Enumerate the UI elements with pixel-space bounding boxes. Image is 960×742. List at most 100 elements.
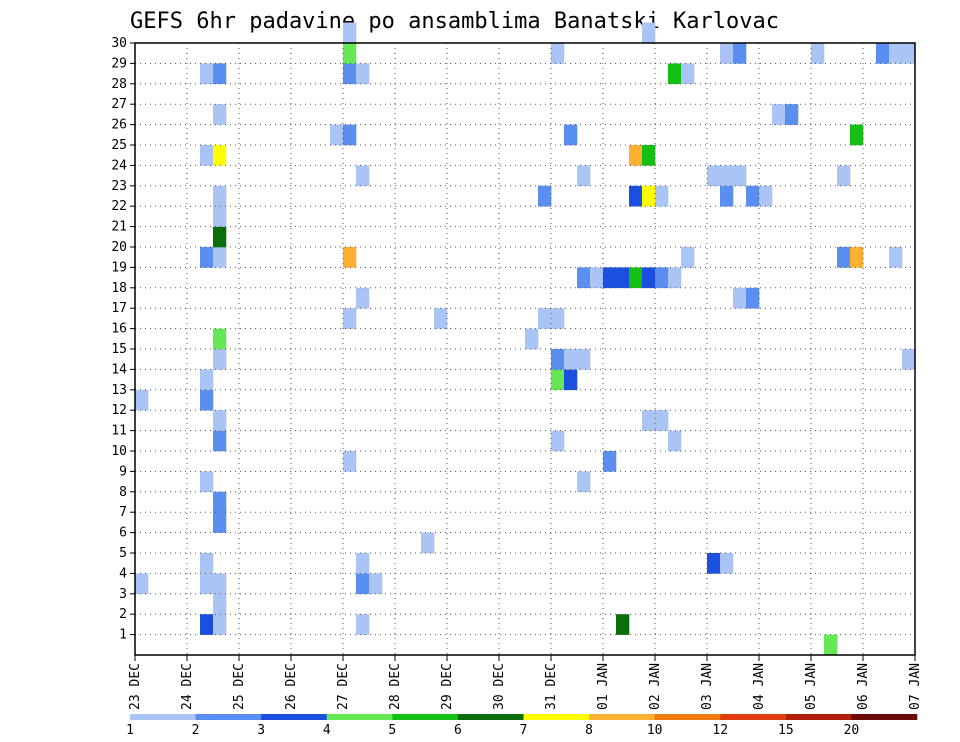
heatmap-cell (213, 185, 227, 207)
heatmap-cell (213, 512, 227, 533)
y-tick-label: 2 (119, 607, 127, 622)
heatmap-cell (668, 63, 682, 85)
heatmap-cell (200, 389, 214, 411)
heatmap-cell (837, 247, 851, 268)
heatmap-cell (551, 308, 565, 329)
heatmap-cell (577, 267, 591, 289)
colorbar: 1 2 3 4 5 6 7 8 10 12 15 20 (126, 714, 918, 738)
heatmap-cell (577, 165, 591, 187)
heatmap-cell (421, 532, 435, 554)
heatmap-cell (356, 165, 370, 187)
heatmap-cell (746, 287, 760, 309)
colorbar-label: 20 (844, 723, 860, 738)
heatmap-cell (213, 328, 227, 350)
heatmap-cell (655, 185, 669, 207)
heatmap-cell (356, 553, 370, 574)
y-tick-label: 16 (111, 322, 127, 337)
heatmap-cell (681, 63, 695, 85)
heatmap-cell (577, 349, 591, 370)
y-tick-label: 5 (119, 546, 127, 561)
heatmap-cell (785, 104, 799, 125)
heatmap-cell (213, 63, 227, 85)
y-tick-label: 18 (111, 281, 127, 296)
heatmap-cell (369, 573, 383, 595)
x-tick-label: 02 JAN (648, 663, 663, 710)
heatmap-cell (213, 491, 227, 513)
heatmap-cell (525, 328, 539, 350)
heatmap-cell (655, 267, 669, 289)
heatmap-cell (213, 410, 227, 431)
heatmap-cell (356, 614, 370, 635)
y-tick-label: 9 (119, 464, 127, 479)
y-tick-label: 26 (111, 118, 127, 133)
heatmap-cell (603, 451, 617, 472)
heatmap-cell (343, 63, 357, 85)
y-tick-label: 7 (119, 505, 127, 520)
heatmap-cell (616, 267, 630, 289)
x-tick-label: 03 JAN (700, 663, 715, 710)
y-tick-label: 27 (111, 97, 127, 112)
x-tick-label: 07 JAN (908, 663, 923, 710)
heatmap-cell (720, 553, 734, 574)
heatmap-cell (733, 287, 747, 309)
heatmap-cell (434, 308, 448, 329)
y-tick-label: 3 (119, 587, 127, 602)
colorbar-label: 3 (257, 723, 265, 738)
heatmap-cell (720, 43, 734, 64)
heatmap-cell (213, 206, 227, 227)
heatmap-cell (902, 349, 916, 370)
heatmap-cell (213, 593, 227, 615)
y-tick-label: 25 (111, 138, 127, 153)
colorbar-swatch (130, 714, 196, 720)
y-tick-label: 12 (111, 403, 127, 418)
heatmap-cell (642, 185, 656, 207)
colorbar-swatch (523, 714, 590, 720)
x-tick-label: 06 JAN (856, 663, 871, 710)
heatmap-cell (343, 124, 357, 146)
x-tick-label: 31 DEC (544, 663, 559, 710)
grid-lines (134, 42, 916, 655)
heatmap-cell (200, 614, 214, 635)
heatmap-cell (200, 247, 214, 268)
colorbar-swatch (785, 714, 852, 720)
chart-title: GEFS 6hr padavine po ansamblima Banatski… (130, 9, 779, 34)
y-tick-label: 20 (111, 240, 127, 255)
x-tick-label: 29 DEC (440, 663, 455, 710)
colorbar-label: 10 (647, 723, 663, 738)
heatmap-cell (200, 573, 214, 595)
colorbar-swatch (392, 714, 459, 720)
heatmap-cell (824, 634, 838, 656)
x-tick-label: 01 JAN (596, 663, 611, 710)
heatmap-cell (902, 43, 916, 64)
y-tick-label: 8 (119, 485, 127, 500)
heatmap-cell (213, 614, 227, 635)
heatmap-cell (850, 247, 864, 268)
y-tick-label: 17 (111, 301, 127, 316)
heatmap-cell (213, 430, 227, 452)
x-axis: 23 DEC 24 DEC 25 DEC 26 DEC 27 DEC 28 DEC 29 D… (128, 655, 923, 710)
colorbar-swatch (195, 714, 262, 720)
heatmap-cell (551, 43, 565, 64)
y-tick-label: 13 (111, 383, 127, 398)
heatmap-cell (213, 104, 227, 125)
heatmap-cell (720, 165, 734, 187)
heatmap-cell (213, 349, 227, 370)
heatmap-cell (330, 124, 344, 146)
y-tick-label: 11 (111, 424, 127, 439)
heatmap-cell (668, 267, 682, 289)
heatmap-cell (200, 145, 214, 166)
heatmap-cell (213, 573, 227, 595)
colorbar-label: 12 (712, 723, 728, 738)
heatmap-cell (538, 308, 552, 329)
heatmap-cell (213, 145, 227, 166)
heatmap-cell (876, 43, 890, 64)
colorbar-label: 6 (454, 723, 462, 738)
y-tick-label: 4 (119, 566, 127, 581)
heatmap-cell (213, 226, 227, 248)
heatmap-cell (356, 63, 370, 85)
heatmap-cell (642, 22, 656, 44)
heatmap-cell (564, 349, 578, 370)
colorbar-swatch (261, 714, 328, 720)
heatmap-cell (343, 43, 357, 64)
heatmap-cell (889, 247, 903, 268)
